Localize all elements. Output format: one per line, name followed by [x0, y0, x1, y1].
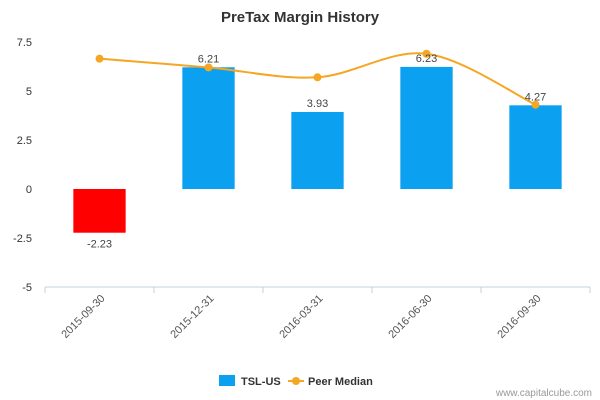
x-axis: 2015-09-30 2015-12-31 2016-03-31 2016-06-30… — [44, 286, 591, 341]
bar-data-label: 4.27 — [525, 91, 546, 103]
y-tick-label: 0 — [26, 184, 32, 196]
bar-data-label: -2.23 — [87, 239, 112, 251]
line-series-peer-median — [95, 49, 540, 109]
legend-swatch-tsl-us — [219, 375, 235, 386]
bar-data-label: 3.93 — [307, 98, 328, 110]
data-labels: -2.23 6.21 3.93 6.23 4.27 — [87, 53, 546, 251]
x-tick-label: 2016-06-30 — [386, 293, 434, 341]
legend-label-peer-median: Peer Median — [308, 376, 373, 388]
bar[interactable] — [182, 67, 235, 189]
bar[interactable] — [291, 111, 344, 189]
x-tick-label: 2015-12-31 — [168, 293, 216, 341]
chart-title: PreTax Margin History — [221, 9, 380, 26]
x-tick-label: 2016-09-30 — [495, 293, 543, 341]
y-tick-label: 5 — [26, 86, 32, 98]
bar-data-label: 6.21 — [198, 53, 219, 65]
peer-median-point[interactable] — [531, 100, 540, 109]
y-tick-label: 2.5 — [17, 135, 32, 147]
peer-median-point[interactable] — [95, 54, 104, 63]
y-tick-label: -2.5 — [13, 233, 32, 245]
legend-marker-peer-median — [292, 377, 300, 385]
credit-text: www.capitalcube.com — [495, 388, 592, 399]
peer-median-point[interactable] — [204, 63, 213, 72]
bar[interactable] — [400, 66, 453, 189]
bar[interactable] — [509, 105, 562, 189]
bar-data-label: 6.23 — [416, 53, 437, 65]
legend-label-tsl-us: TSL-US — [241, 376, 281, 388]
bar-series-tsl-us — [73, 66, 562, 233]
x-tick-label: 2016-03-31 — [277, 293, 325, 341]
y-tick-label: -5 — [22, 282, 32, 294]
y-tick-label: 7.5 — [17, 37, 32, 49]
legend-item-tsl-us[interactable]: TSL-US — [219, 375, 281, 388]
peer-median-point[interactable] — [313, 73, 322, 82]
bar[interactable] — [73, 189, 126, 233]
y-axis: 7.5 5 2.5 0 -2.5 -5 — [13, 37, 32, 294]
legend-item-peer-median[interactable]: Peer Median — [288, 376, 373, 388]
peer-median-point[interactable] — [422, 49, 431, 58]
x-tick-label: 2015-09-30 — [59, 293, 107, 341]
legend: TSL-US Peer Median — [219, 375, 373, 388]
